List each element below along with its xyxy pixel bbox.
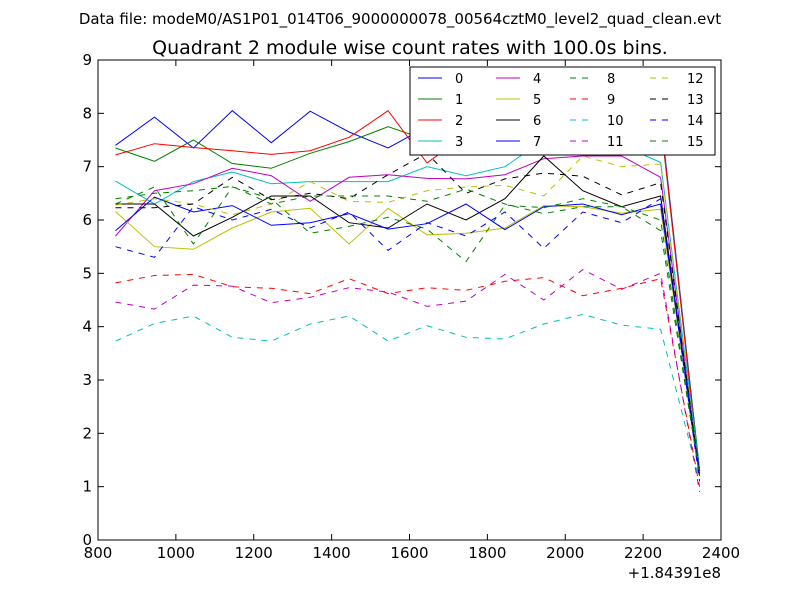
series-line-12	[115, 155, 701, 477]
x-tick-label: 1600	[390, 544, 428, 562]
legend-label-10: 10	[607, 114, 624, 129]
legend-label-5: 5	[533, 93, 541, 108]
x-tick-label: 2200	[624, 544, 662, 562]
legend-label-13: 13	[687, 93, 704, 108]
series-line-5	[115, 205, 701, 471]
y-tick-label: 0	[82, 531, 92, 549]
series-line-7	[115, 196, 701, 471]
x-tick-label: 1800	[468, 544, 506, 562]
x-tick-label: 800	[84, 544, 113, 562]
series-line-6	[115, 155, 701, 477]
legend-label-14: 14	[687, 114, 704, 129]
y-tick-label: 6	[82, 211, 92, 229]
legend-label-0: 0	[455, 72, 463, 87]
series-line-13	[115, 152, 701, 477]
legend-label-8: 8	[607, 72, 615, 87]
legend-label-12: 12	[687, 72, 704, 87]
legend-label-9: 9	[607, 93, 615, 108]
series-line-10	[115, 313, 701, 482]
series-line-2	[115, 110, 701, 477]
series-line-9	[115, 273, 701, 487]
series-line-4	[115, 155, 701, 477]
series-line-11	[115, 269, 701, 493]
y-tick-label: 2	[82, 424, 92, 442]
x-tick-label: 1200	[235, 544, 273, 562]
legend-label-4: 4	[533, 72, 541, 87]
y-tick-label: 8	[82, 104, 92, 122]
legend-label-7: 7	[533, 135, 541, 150]
series-line-15	[115, 185, 701, 477]
chart-suptitle: Data file: modeM0/AS1P01_014T06_90000000…	[79, 10, 721, 29]
x-offset-label: +1.84391e8	[628, 564, 721, 582]
legend-label-6: 6	[533, 114, 541, 129]
legend-label-2: 2	[455, 114, 463, 129]
legend-label-1: 1	[455, 93, 463, 108]
y-tick-label: 1	[82, 478, 92, 496]
y-tick-label: 3	[82, 371, 92, 389]
y-tick-label: 7	[82, 158, 92, 176]
y-tick-label: 5	[82, 264, 92, 282]
legend-box	[409, 66, 716, 156]
series-line-8	[115, 186, 701, 477]
x-tick-label: 2000	[546, 544, 584, 562]
x-tick-label: 1000	[157, 544, 195, 562]
legend-label-11: 11	[607, 135, 624, 150]
legend-label-3: 3	[455, 135, 463, 150]
series-line-14	[115, 197, 701, 482]
legend-label-15: 15	[687, 135, 704, 150]
x-tick-label: 2400	[702, 544, 740, 562]
x-tick-label: 1400	[313, 544, 351, 562]
chart-title: Quadrant 2 module wise count rates with …	[152, 37, 668, 59]
y-tick-label: 4	[82, 318, 92, 336]
y-tick-label: 9	[82, 51, 92, 69]
